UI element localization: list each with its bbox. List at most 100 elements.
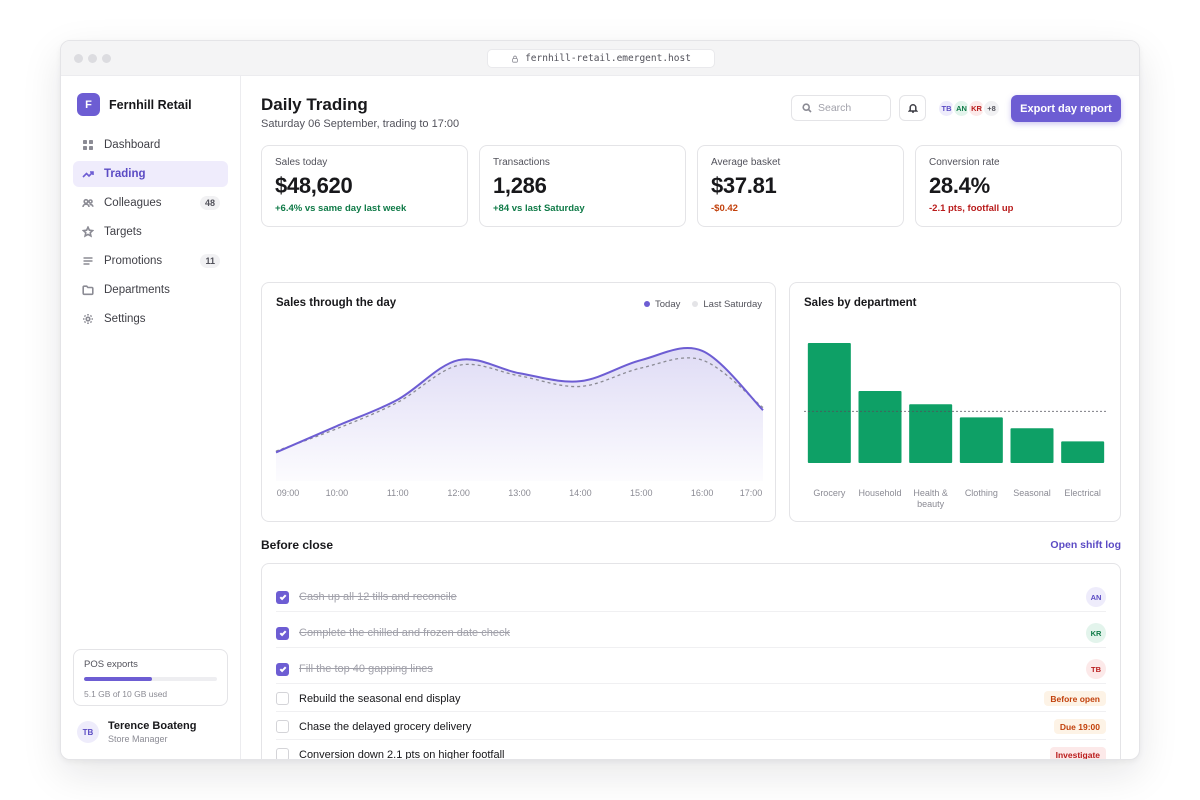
task-checkbox[interactable]	[276, 590, 289, 604]
avatar-stack[interactable]: TB AN KR +8	[937, 99, 1001, 118]
brand-name: Fernhill Retail	[109, 97, 192, 112]
task-row[interactable]: Complete the chilled and frozen date che…	[276, 623, 1106, 643]
task-checkbox[interactable]	[276, 692, 289, 705]
category-label: Electrical	[1064, 488, 1101, 498]
kpi-card-conversion: Conversion rate 28.4% -2.1 pts, footfall…	[915, 145, 1122, 227]
task-checkbox[interactable]	[276, 626, 289, 640]
window-dot[interactable]	[74, 54, 83, 63]
page-subtitle: Saturday 06 September, trading to 17:00	[261, 118, 460, 130]
status-badge: Before open	[1044, 691, 1106, 706]
task-checkbox[interactable]	[276, 662, 289, 676]
storage-progress-fill	[84, 677, 152, 681]
section-title: Before close	[261, 538, 334, 552]
category-label: beauty	[917, 499, 945, 509]
search-icon	[802, 103, 812, 113]
sidebar-item-targets[interactable]: Targets	[73, 219, 228, 245]
kpi-delta: +6.4% vs same day last week	[275, 203, 407, 214]
window-dot[interactable]	[88, 54, 97, 63]
status-badge: Investigate	[1049, 747, 1106, 759]
sidebar-item-label: Promotions	[104, 255, 163, 267]
task-row[interactable]: Fill the top 40 gapping lines TB	[276, 659, 1106, 679]
gear-icon	[83, 314, 93, 324]
status-badge: Due 19:00	[1053, 719, 1106, 734]
avatar: AN	[1086, 587, 1106, 607]
count-badge: 11	[200, 254, 220, 268]
task-text: Fill the top 40 gapping lines	[299, 663, 433, 675]
main-content: Daily Trading Saturday 06 September, tra…	[241, 76, 1139, 760]
sidebar-item-label: Settings	[104, 313, 146, 325]
kpi-label: Transactions	[493, 157, 550, 168]
task-text: Rebuild the seasonal end display	[299, 692, 461, 705]
kpi-label: Conversion rate	[929, 157, 1000, 168]
task-row[interactable]: Cash up all 12 tills and reconcile AN	[276, 587, 1106, 607]
divider	[276, 683, 1106, 684]
kpi-card-transactions: Transactions 1,286 +84 vs last Saturday	[479, 145, 686, 227]
sidebar-item-trading[interactable]: Trading	[73, 161, 228, 187]
url-bar[interactable]: fernhill-retail.emergent.host	[487, 49, 715, 68]
series-line-today	[275, 347, 764, 454]
department-bar-chart: Grocery Household Health &beauty Clothing Se…	[804, 343, 1108, 509]
grid-icon	[83, 140, 93, 150]
search-placeholder: Search	[818, 102, 852, 114]
task-text: Cash up all 12 tills and reconcile	[299, 591, 457, 603]
sales-by-department-card: Sales by department Grocery Household Heal…	[789, 282, 1121, 522]
notifications-button[interactable]	[899, 95, 926, 121]
export-day-report-button[interactable]: Export day report	[1011, 95, 1121, 122]
x-tick-label: 12:00	[447, 488, 470, 498]
folder-icon	[82, 285, 94, 296]
storage-card: POS exports 5.1 GB of 10 GB used	[73, 649, 228, 706]
url-text: fernhill-retail.emergent.host	[525, 53, 691, 64]
task-row[interactable]: Rebuild the seasonal end display Before …	[276, 691, 1106, 706]
sidebar-item-colleagues[interactable]: Colleagues 48	[73, 190, 228, 216]
avatar: TB	[77, 721, 99, 743]
kpi-value: $48,620	[275, 173, 353, 198]
task-row[interactable]: Chase the delayed grocery delivery Due 1…	[276, 719, 1106, 734]
sidebar-item-settings[interactable]: Settings	[73, 306, 228, 332]
area-fill-today	[276, 347, 763, 481]
task-list: Cash up all 12 tills and reconcile AN Co…	[261, 563, 1121, 760]
kpi-label: Sales today	[275, 157, 328, 168]
divider	[276, 611, 1106, 612]
task-text: Chase the delayed grocery delivery	[299, 720, 472, 733]
lock-icon	[512, 55, 518, 63]
window-dot[interactable]	[102, 54, 111, 63]
browser-window: fernhill-retail.emergent.host F Fernhill…	[60, 40, 1140, 760]
kpi-value: 1,286	[493, 173, 547, 198]
sidebar: F Fernhill Retail Dashboard Trading Coll…	[61, 76, 241, 759]
list-icon	[83, 257, 93, 265]
storage-subtitle: 5.1 GB of 10 GB used	[84, 689, 168, 699]
user-profile[interactable]: TB Terence Boateng Store Manager	[77, 720, 196, 744]
task-checkbox[interactable]	[276, 720, 289, 733]
task-text: Conversion down 2.1 pts on higher footfa…	[299, 748, 505, 760]
task-checkbox[interactable]	[276, 748, 289, 759]
bar-seasonal	[1010, 428, 1054, 463]
browser-titlebar: fernhill-retail.emergent.host	[61, 41, 1139, 76]
sidebar-item-dashboard[interactable]: Dashboard	[73, 132, 228, 158]
category-label: Health &	[913, 488, 948, 498]
avatar: KR	[1086, 623, 1106, 643]
open-shift-log-link[interactable]: Open shift log	[1050, 539, 1121, 551]
search-input[interactable]: Search	[791, 95, 891, 121]
task-row[interactable]: Conversion down 2.1 pts on higher footfa…	[276, 747, 1106, 760]
sidebar-item-departments[interactable]: Departments	[73, 277, 228, 303]
legend-item-last-saturday[interactable]: Last Saturday	[692, 299, 762, 310]
user-role: Store Manager	[108, 734, 168, 744]
x-tick-label: 10:00	[326, 488, 349, 498]
storage-title: POS exports	[84, 659, 138, 670]
check-icon	[279, 594, 286, 601]
storage-progress	[84, 677, 217, 681]
category-label: Grocery	[813, 488, 846, 498]
brand[interactable]: F Fernhill Retail	[77, 93, 192, 116]
x-tick-label: 16:00	[691, 488, 714, 498]
legend-item-today[interactable]: Today	[644, 299, 680, 310]
divider	[276, 647, 1106, 648]
kpi-label: Average basket	[711, 157, 781, 168]
sidebar-item-label: Targets	[104, 226, 142, 238]
sidebar-nav: Dashboard Trading Colleagues 48 Targets …	[73, 132, 228, 335]
x-tick-label: 11:00	[387, 488, 409, 498]
sidebar-item-promotions[interactable]: Promotions 11	[73, 248, 228, 274]
kpi-delta: +84 vs last Saturday	[493, 203, 585, 214]
divider	[276, 739, 1106, 740]
x-tick-label: 13:00	[508, 488, 531, 498]
divider	[276, 711, 1106, 712]
